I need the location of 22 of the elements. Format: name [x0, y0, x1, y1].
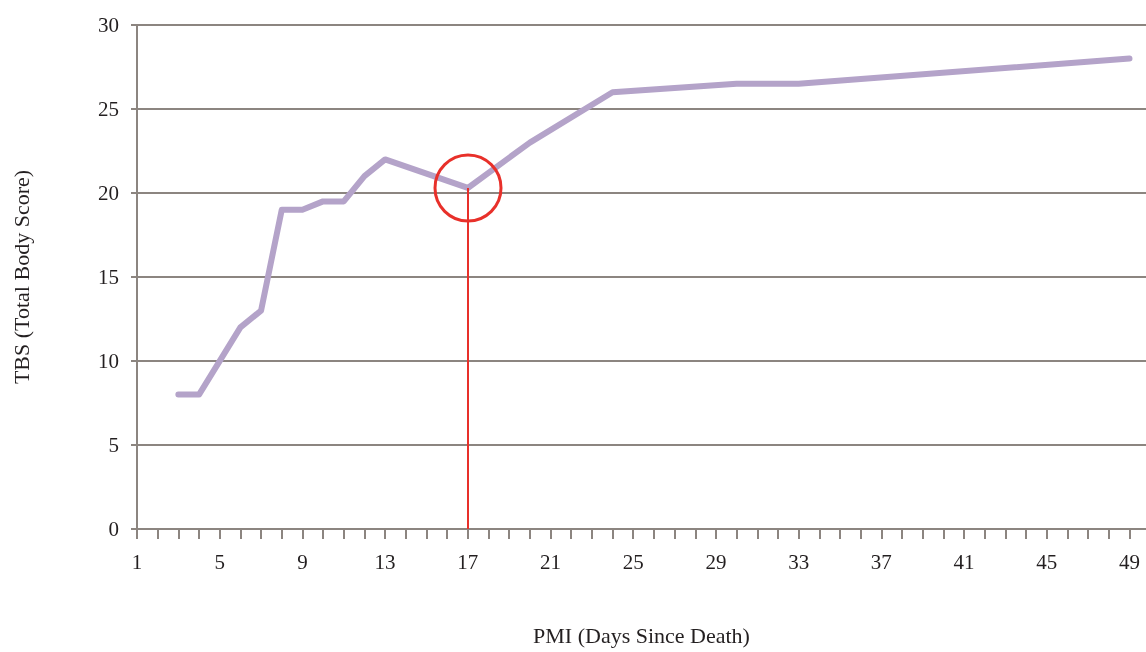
y-tick-label: 30 [98, 13, 119, 37]
x-tick-label: 25 [622, 549, 644, 574]
x-tick-label: 21 [540, 549, 562, 574]
x-tick-label: 5 [214, 549, 225, 574]
y-tick-label: 25 [98, 97, 119, 121]
y-tick-label: 5 [108, 433, 119, 457]
y-tick-label: 20 [98, 181, 119, 205]
x-tick-label: 13 [374, 549, 396, 574]
x-tick-label: 37 [870, 549, 892, 574]
x-tick-label: 45 [1036, 549, 1058, 574]
x-tick-label: 29 [705, 549, 727, 574]
y-tick-label: 0 [108, 517, 119, 541]
x-tick-label: 41 [953, 549, 975, 574]
x-tick-label: 17 [457, 549, 479, 574]
x-tick-label: 33 [788, 549, 810, 574]
x-axis-title: PMI (Days Since Death) [533, 622, 750, 648]
y-tick-label: 10 [98, 349, 119, 373]
x-tick-label: 49 [1118, 549, 1140, 574]
x-tick-label: 1 [131, 549, 143, 574]
y-axis-title: TBS (Total Body Score) [8, 169, 34, 385]
y-tick-label: 15 [98, 265, 119, 289]
x-tick-label: 9 [297, 549, 308, 574]
